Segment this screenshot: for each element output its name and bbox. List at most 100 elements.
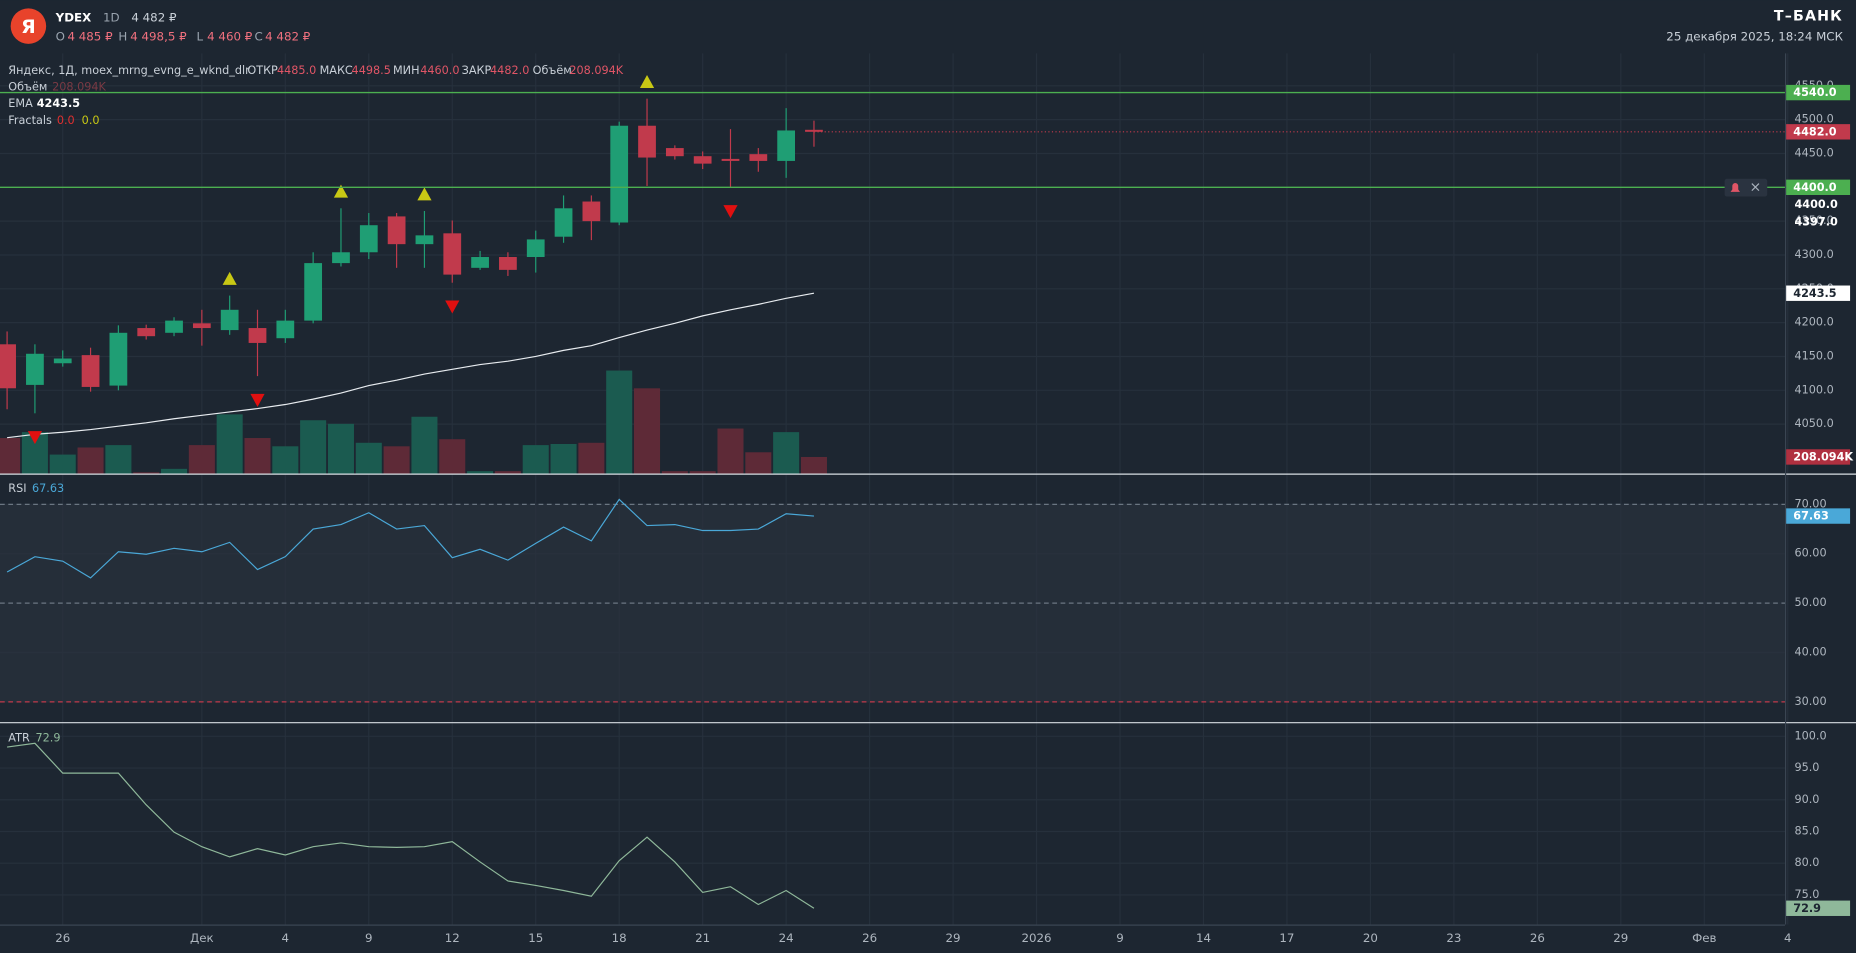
volume-bar: [634, 388, 661, 474]
candle-body: [109, 332, 128, 386]
level-label-box: [1786, 84, 1851, 101]
y-tick-label: 4300.0: [1794, 248, 1833, 261]
candle-body: [192, 323, 211, 329]
fractal-down: [445, 300, 460, 314]
logo: [10, 8, 47, 44]
volume-bar: [606, 370, 633, 474]
y-tick-label: 60.00: [1794, 547, 1826, 560]
candle-body: [693, 156, 712, 164]
x-tick-label: Дек: [190, 931, 214, 945]
volume-bar: [773, 432, 800, 474]
x-tick-label: 21: [695, 931, 710, 945]
volume-bar: [188, 445, 215, 474]
candle-body: [443, 233, 462, 275]
volume-bar: [494, 471, 521, 474]
x-tick-label: 2026: [1021, 931, 1051, 945]
volume-bar: [327, 423, 354, 474]
plot: [0, 74, 1785, 909]
x-tick-label: 26: [55, 931, 70, 945]
candle-body: [638, 125, 656, 158]
y-tick-label: 100.0: [1794, 729, 1826, 742]
candle-body: [471, 257, 489, 268]
y-tick-label: 90.0: [1794, 793, 1819, 806]
volume-bar: [133, 472, 160, 474]
x-tick-label: 26: [862, 931, 877, 945]
legend-value: 0.0: [57, 114, 75, 127]
alert-icon[interactable]: [1730, 182, 1740, 192]
logo-letter: Я: [21, 16, 36, 38]
x-tick-label: 29: [1613, 931, 1628, 945]
candle-body: [805, 129, 823, 132]
candle-body: [415, 235, 434, 245]
legend-key: RSI: [8, 482, 26, 495]
fractal-up: [639, 74, 655, 89]
volume-bar: [355, 442, 382, 474]
x-tick-label: 24: [779, 931, 794, 945]
volume-bar: [467, 471, 494, 474]
volume-bar: [161, 468, 188, 474]
volume-bar: [745, 452, 772, 474]
candle-body: [499, 257, 517, 270]
last-price: 4 482 ₽: [131, 10, 177, 24]
y-tick-label: 4150.0: [1794, 349, 1833, 362]
candle-body: [165, 320, 183, 333]
ohlc-key: H: [118, 29, 127, 43]
x-tick-label: 26: [1530, 931, 1545, 945]
close-label-box: [1786, 124, 1851, 140]
legend-key: МАКС: [320, 64, 353, 77]
x-tick-label: 12: [445, 931, 460, 945]
x-tick-label: 29: [946, 931, 961, 945]
volume-bar: [578, 442, 605, 474]
legend-key: ОТКР: [247, 64, 278, 77]
fractal-down: [723, 205, 738, 219]
ohlc-key: O: [56, 29, 65, 43]
y-tick-label: 4100.0: [1794, 383, 1833, 396]
axis-note: 4397.0: [1794, 216, 1838, 229]
datetime: 25 декабря 2025, 18:24 МСК: [1666, 29, 1843, 43]
legend-key: ЗАКР: [462, 64, 492, 77]
candle-body: [137, 328, 156, 337]
close-label: 4482.0: [1793, 125, 1837, 138]
candle-body: [526, 239, 545, 258]
legend-key: EMA: [8, 97, 33, 110]
candle-body: [332, 252, 350, 264]
candle-body: [26, 353, 44, 385]
indicator-line: [7, 742, 815, 909]
ohlc-value: 4 482 ₽: [265, 29, 311, 43]
x-tick-label: 17: [1279, 931, 1294, 945]
y-tick-label: 30.00: [1794, 695, 1826, 708]
legend-value: 208.094K: [569, 64, 623, 77]
candle-body: [0, 344, 16, 389]
ema-line: [7, 292, 815, 439]
legend-key: Объём: [8, 81, 47, 94]
ohlc-value: 4 498,5 ₽: [130, 29, 187, 43]
y-tick-label: 4200.0: [1794, 316, 1833, 329]
legend-key: Объём: [533, 64, 572, 77]
fractal-up: [417, 187, 432, 201]
axis-note: 4400.0: [1794, 198, 1838, 211]
y-tick-label: 4500.0: [1794, 113, 1833, 126]
y-tick-label: 40.00: [1794, 645, 1826, 658]
indicator-label: 67.63: [1793, 510, 1829, 523]
x-tick-label: 4: [1784, 931, 1792, 945]
legend-value: 4485.0: [277, 64, 316, 77]
volume-bar: [49, 454, 76, 474]
close-icon[interactable]: [1751, 183, 1760, 192]
axis: 26 Дек 4 9 12 15 18 21 24 26 29 2026 9 14 17 20 23 26 29 Фе…: [55, 79, 1854, 945]
candle-body: [304, 263, 323, 321]
candle-body: [276, 320, 295, 339]
candle-body: [554, 208, 573, 237]
y-tick-label: 4450.0: [1794, 146, 1833, 159]
y-tick-label: 50.00: [1794, 596, 1826, 609]
volume-bar: [661, 471, 688, 474]
volume-bar: [77, 447, 104, 474]
ohlc-key: C: [254, 29, 262, 43]
x-tick-label: 15: [528, 931, 543, 945]
y-tick-label: 4050.0: [1794, 417, 1833, 430]
legend-value: 208.094K: [52, 81, 106, 94]
level-controls[interactable]: [1724, 178, 1768, 197]
volume-bar: [300, 420, 327, 474]
x-tick-label: 18: [612, 931, 627, 945]
